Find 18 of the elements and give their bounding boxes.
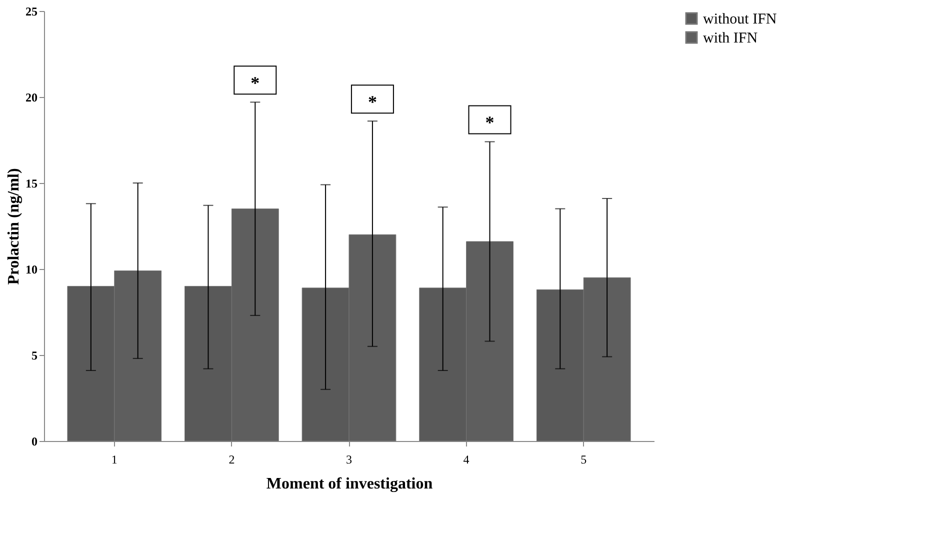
annotation: *: [485, 112, 494, 133]
y-tick-label: 0: [32, 434, 38, 448]
x-tick-label: 1: [111, 452, 118, 466]
y-axis-title: Prolactin (ng/ml): [6, 168, 22, 285]
x-tick-label: 4: [463, 452, 470, 466]
x-axis-title: Moment of investigation: [266, 476, 433, 492]
y-tick-label: 25: [26, 4, 38, 18]
x-tick-label: 2: [228, 452, 235, 466]
legend-label: without IFN: [703, 12, 777, 28]
y-tick-label: 10: [26, 262, 38, 276]
y-tick-label: 20: [26, 90, 38, 104]
annotation: *: [250, 73, 260, 94]
x-tick-label: 5: [580, 452, 587, 466]
legend-label: with IFN: [703, 30, 758, 46]
y-tick-label: 15: [26, 176, 38, 190]
x-tick-label: 3: [346, 452, 352, 466]
annotation: *: [368, 92, 377, 112]
y-tick-label: 5: [32, 348, 38, 362]
